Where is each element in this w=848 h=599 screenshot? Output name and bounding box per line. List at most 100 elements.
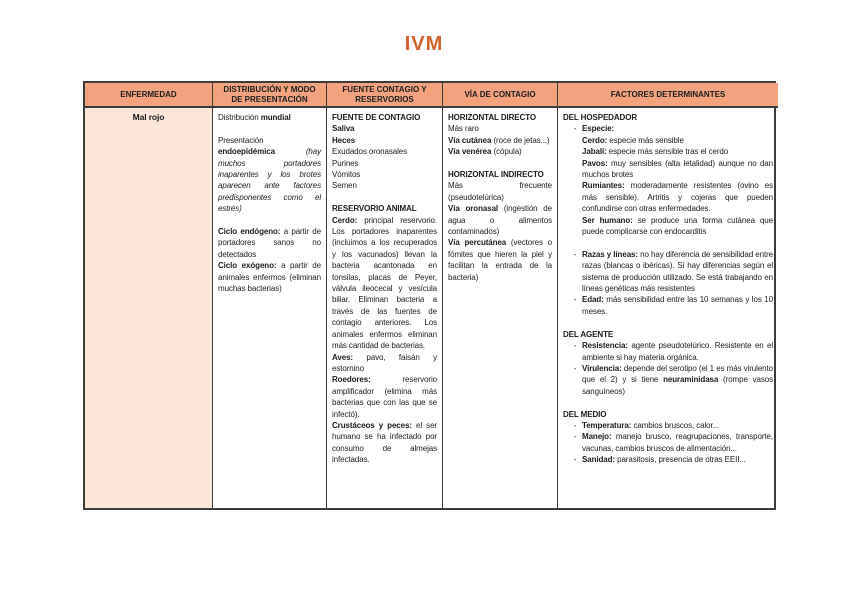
paragraph: Purines [332, 158, 437, 169]
paragraph: Distribución mundial [218, 112, 321, 123]
dash-bullet: - [573, 124, 577, 134]
factores-section: DEL HOSPEDADOR - Especie: Cerdo: especie má… [563, 112, 773, 317]
text-segment: muy sensibles (alta letalidad) aunque no… [582, 158, 773, 180]
paragraph: Ser humano: se produce una forma cutánea… [582, 215, 773, 238]
text-segment: Pavos: [582, 158, 608, 168]
text-segment: Vómitos [332, 170, 361, 180]
text-segment: (cópula) [491, 147, 522, 157]
blank-line [332, 192, 437, 203]
disease-table: ENFERMEDAD DISTRIBUCIÓN Y MODO DE PRESEN… [83, 81, 778, 510]
factores-section-heading: DEL HOSPEDADOR [563, 113, 638, 122]
paragraph: Vía venérea (cópula) [448, 146, 552, 157]
text-segment: especie más sensible [607, 135, 684, 145]
text-segment: Ciclo exógeno: [218, 261, 277, 271]
dash-bullet: - [573, 295, 577, 305]
text-segment: especie más sensible tras el cerdo [606, 147, 729, 157]
text-segment: manejo brusco, reagrupaciones, transport… [582, 432, 773, 453]
paragraph: Cerdo: especie más sensible [582, 135, 773, 146]
paragraph: Jabalí: especie más sensible tras el cer… [582, 146, 773, 157]
text-segment: reservorio amplificador (elimina más bac… [332, 375, 437, 419]
column-header-enfermedad: ENFERMEDAD [85, 83, 213, 108]
text-segment: depende del serotipo (el 1 es más virule… [582, 363, 773, 385]
paragraph: Razas y líneas: no hay diferencia de sen… [582, 249, 773, 295]
paragraph: Pavos: muy sensibles (alta letalidad) au… [582, 158, 773, 181]
text-segment: (hay muchos portadores inaparentes y los… [218, 147, 321, 214]
text-segment: mundial [260, 113, 291, 122]
text-segment: principal reservorio. Los portadores ina… [332, 215, 437, 351]
cell-factores: DEL HOSPEDADOR - Especie: Cerdo: especie má… [558, 108, 778, 508]
dash-bullet: - [573, 363, 577, 373]
text-segment: RESERVORIO ANIMAL [332, 204, 417, 214]
text-segment: Distribución [218, 113, 261, 122]
blank-line [448, 158, 552, 169]
cell-enfermedad: Mal rojo [85, 108, 213, 508]
paragraph: Virulencia: depende del serotipo (el 1 e… [582, 363, 773, 397]
text-segment: Edad: [582, 295, 604, 305]
column-header-factores: FACTORES DETERMINANTES [558, 83, 778, 108]
paragraph: Sanidad: parasitosis, presencia de otras… [582, 454, 773, 465]
text-segment: a partir de portadores sanos no detectad… [218, 227, 322, 259]
paragraph: FUENTE DE CONTAGIO [332, 112, 437, 123]
factores-list-item: - Temperatura: cambios bruscos, calor... [563, 420, 773, 431]
text-segment: HORIZONTAL DIRECTO [448, 113, 536, 122]
paragraph: RESERVORIO ANIMAL [332, 203, 437, 214]
text-segment: Sanidad: [582, 455, 615, 465]
text-segment: Heces [332, 135, 356, 145]
cell-via-contagio: HORIZONTAL DIRECTO Más raro Vía cutánea (r… [443, 108, 558, 508]
factores-list-item: - Razas y líneas: no hay diferencia de se… [563, 249, 773, 295]
text-segment: (rompe vasos sanguíneos) [582, 375, 773, 396]
text-segment: Ciclo endógeno: [218, 227, 281, 237]
factores-item-body: Especie: Cerdo: especie más sensible Jabal… [582, 123, 773, 237]
text-segment: (ingestión de agua o alimentos contamina… [448, 204, 553, 237]
cell-distribucion: Distribución mundial Presentación endoep… [213, 108, 327, 508]
text-segment: agente pseudotelúrico. Resistente en el … [582, 341, 773, 362]
cell-fuente-reservorios: FUENTE DE CONTAGIO Saliva Heces Exudados or… [327, 108, 443, 508]
text-segment: cambios bruscos, calor... [631, 420, 720, 430]
text-segment: a partir de animales enfermos (eliminan … [218, 261, 321, 294]
paragraph: Aves: pavo, faisán y estornino [332, 352, 437, 375]
paragraph: Saliva [332, 123, 437, 134]
text-segment: no hay diferencia de sensibilidad entre … [582, 249, 773, 294]
text-segment: Jabalí: [582, 147, 607, 157]
paragraph: Vía cutánea (roce de jetas...) [448, 135, 552, 146]
text-segment: Virulencia: [582, 363, 622, 373]
text-segment: pavo, faisán y estornino [332, 352, 437, 373]
blank-line [218, 123, 321, 134]
text-segment: Manejo: [582, 432, 612, 442]
paragraph: Presentación endoepidémica (hay muchos p… [218, 135, 321, 215]
column-header-distribucion: DISTRIBUCIÓN Y MODO DE PRESENTACIÓN [213, 83, 327, 108]
factores-list-item: - Resistencia: agente pseudotelúrico. Res… [563, 340, 773, 363]
text-segment: (vectores o fómites que hieren la piel y… [448, 238, 553, 282]
factores-list-item: - Especie: Cerdo: especie más sensible Jaba… [563, 123, 773, 237]
dash-bullet: - [573, 249, 577, 259]
document-title: IVM [404, 33, 444, 55]
text-segment: Razas y líneas: [582, 249, 638, 259]
text-segment: Exudados oronasales [332, 147, 408, 157]
paragraph: Edad: más sensibilidad entre las 10 sema… [582, 294, 773, 317]
paragraph: Semen [332, 180, 437, 191]
factores-item-body: Razas y líneas: no hay diferencia de sen… [582, 249, 773, 295]
factores-section: DEL MEDIO - Temperatura: cambios bruscos, … [563, 409, 773, 466]
text-segment: Vía cutánea [448, 135, 492, 145]
text-segment: neuraminidasa [663, 375, 719, 385]
column-header-fuente-reservorios: FUENTE CONTAGIO Y RESERVORIOS [327, 83, 443, 108]
text-segment: endoepidémica [218, 147, 306, 157]
text-segment: Presentación [218, 135, 264, 145]
text-segment: Cerdo: [582, 135, 608, 145]
text-segment: Roedores: [332, 375, 371, 385]
paragraph: HORIZONTAL DIRECTO [448, 112, 552, 123]
paragraph: Vía oronasal (ingestión de agua o alimen… [448, 203, 552, 237]
dash-bullet: - [573, 455, 577, 465]
factores-list-item: - Virulencia: depende del serotipo (el 1 … [563, 363, 773, 397]
text-segment: Vía percutánea [448, 238, 507, 248]
paragraph: Más frecuente (pseudotelúrica) [448, 180, 552, 203]
factores-item-body: Resistencia: agente pseudotelúrico. Resi… [582, 340, 773, 363]
factores-item-body: Sanidad: parasitosis, presencia de otras… [582, 454, 773, 465]
text-segment: Vía oronasal [448, 204, 499, 214]
text-segment: Saliva [332, 124, 355, 134]
paragraph: Ciclo exógeno: a partir de animales enfe… [218, 260, 321, 294]
text-segment: Temperatura: [582, 420, 632, 430]
paragraph: Roedores: reservorio amplificador (elimi… [332, 374, 437, 420]
text-segment: Vía venérea [448, 147, 492, 157]
